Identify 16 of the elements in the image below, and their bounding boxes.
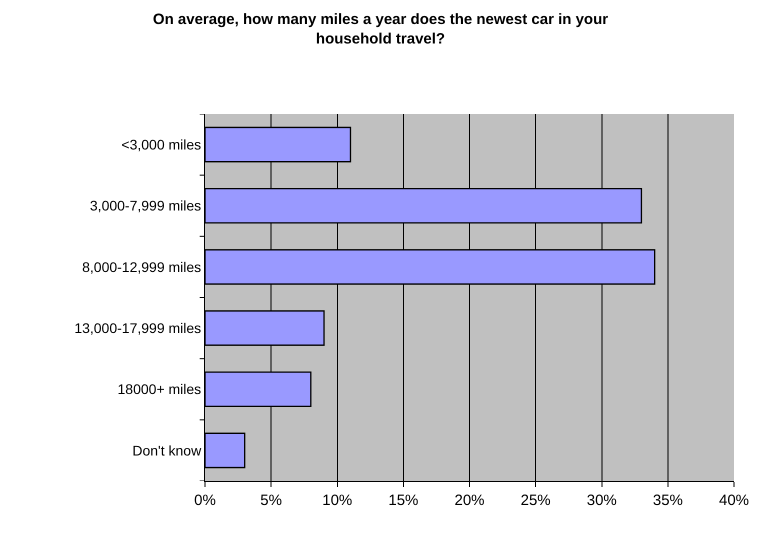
- x-tick-label: 0%: [194, 492, 216, 509]
- x-tick-label: 5%: [260, 492, 282, 509]
- y-tick-label: 13,000-17,999 miles: [74, 320, 202, 336]
- x-tick-label: 25%: [520, 492, 551, 509]
- x-tick-label: 15%: [388, 492, 418, 509]
- x-tick-label: 35%: [652, 492, 683, 509]
- chart-title: On average, how many miles a year does the newest car in your household travel?: [152, 11, 608, 48]
- x-tick-label: 30%: [586, 492, 617, 509]
- y-tick-label: Don't know: [132, 442, 202, 458]
- x-tick-label: 40%: [718, 492, 750, 509]
- x-tick-label: 10%: [322, 492, 352, 509]
- y-tick-label: 18000+ miles: [118, 381, 202, 398]
- y-tick-label: 8,000-12,999 miles: [82, 258, 202, 275]
- y-tick-label: <3,000 miles: [121, 136, 202, 152]
- y-tick-label: 3,000-7,999 miles: [90, 198, 202, 214]
- x-tick-label: 20%: [454, 492, 485, 509]
